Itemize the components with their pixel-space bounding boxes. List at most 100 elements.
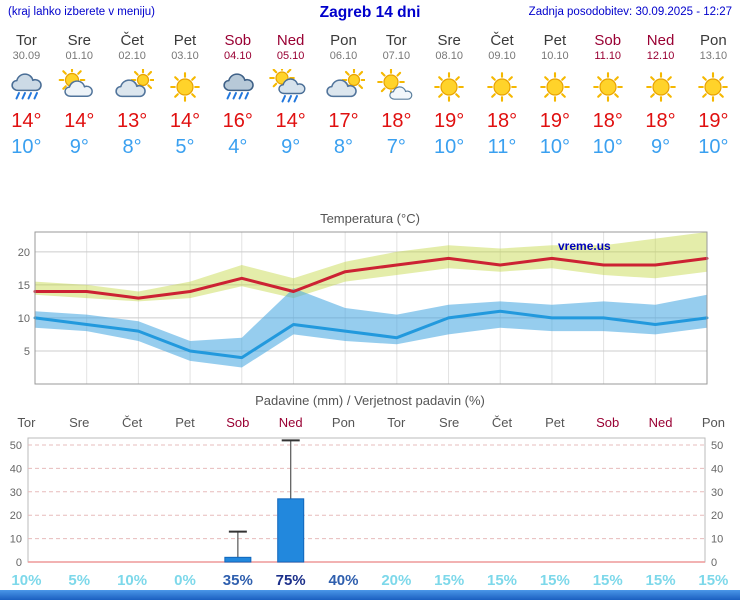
precip-probability: 15% (434, 572, 465, 589)
day-column[interactable]: Tor 07.10 18° 7° (370, 28, 423, 170)
sun-showers-icon (264, 68, 317, 106)
day-name: Čet (120, 32, 144, 49)
day-max-temp: 19° (539, 110, 570, 132)
day-min-temp: 10° (539, 136, 570, 158)
day-min-temp: 5° (175, 136, 195, 158)
day-date: 03.10 (171, 50, 199, 62)
forecast-day-row: Tor 30.09 14° 10° Sre 01.10 14° 9° Čet 02.10 13° 8°… (0, 28, 740, 170)
precipitation-chart: 0 0 10 10 20 20 30 30 40 40 50 50 (10, 437, 723, 569)
day-date: 05.10 (276, 50, 305, 62)
day-name: Pet (543, 32, 567, 49)
precip-probability: 15% (592, 572, 623, 589)
day-date: 04.10 (224, 50, 252, 62)
day-column[interactable]: Čet 09.10 18° 11° (476, 28, 529, 170)
precip-bar (277, 498, 305, 563)
day-date: 09.10 (488, 50, 516, 62)
precip-probability: 75% (275, 572, 306, 589)
precip-day-label: Pon (701, 415, 725, 430)
y-tick-label-right: 40 (711, 463, 723, 475)
day-name: Sob (224, 32, 252, 49)
max-temperature-range (35, 232, 707, 302)
day-max-temp: 18° (486, 110, 518, 132)
precip-day-label: Ned (648, 415, 673, 430)
min-temperature-line (33, 309, 709, 360)
day-min-temp: 11° (487, 136, 517, 158)
day-column[interactable]: Čet 02.10 13° 8° (106, 28, 159, 170)
precip-day-label: Sob (596, 415, 620, 430)
day-date: 30.09 (12, 50, 41, 62)
day-date: 11.10 (594, 50, 622, 62)
day-column[interactable]: Sre 01.10 14° 9° (53, 28, 106, 170)
precip-probability: 15% (645, 572, 676, 589)
footer-bar (0, 590, 740, 600)
mostly-cloudy-icon (106, 68, 159, 106)
day-max-temp: 18° (592, 110, 623, 132)
last-update: Zadnja posodobitev: 30.09.2025 - 12:27 (528, 6, 732, 18)
day-min-temp: 7° (386, 136, 406, 158)
day-column[interactable]: Ned 05.10 14° 9° (264, 28, 317, 170)
day-column[interactable]: Sob 04.10 16° 4° (211, 28, 264, 170)
day-name: Tor (385, 32, 407, 49)
day-max-temp: 17° (328, 110, 359, 132)
sun-cloud-icon (370, 68, 423, 106)
day-min-temp: 8° (333, 136, 354, 158)
day-column[interactable]: Pet 10.10 19° 10° (528, 28, 581, 170)
y-tick-label-right: 50 (711, 440, 723, 452)
menu-hint: (kraj lahko izberete v meniju) (8, 6, 156, 18)
day-date: 06.10 (329, 50, 358, 62)
day-name: Pon (330, 32, 357, 49)
precip-probability: 15% (698, 572, 729, 589)
partly-cloudy-icon (53, 68, 106, 106)
y-tick-label-right: 30 (711, 487, 723, 499)
precip-probability: 0% (174, 572, 196, 589)
day-date: 12.10 (646, 50, 675, 62)
day-min-temp: 9° (281, 136, 301, 158)
day-date: 02.10 (118, 50, 146, 62)
day-column[interactable]: Sob 11.10 18° 10° (581, 28, 634, 170)
day-max-temp: 16° (222, 110, 253, 132)
precip-probability-row: 10% 5% 10% 0% 35% 75% 40% 20% 15% 15% 15% 15% 15% 15% (0, 572, 740, 590)
y-tick-label-left: 50 (10, 440, 22, 452)
temperature-chart-title: Temperatura (°C) (320, 211, 420, 226)
precip-day-labels: Tor Sre Čet Pet Sob Ned Pon Tor Sre Čet Pet Sob Ned P… (0, 410, 740, 432)
day-column[interactable]: Pet 03.10 14° 5° (159, 28, 212, 170)
day-max-temp: 19° (698, 110, 729, 132)
day-column[interactable]: Ned 12.10 18° 9° (634, 28, 687, 170)
y-tick-label: 20 (18, 247, 30, 259)
precip-day-label: Tor (17, 415, 36, 430)
plot-area (27, 437, 706, 563)
precip-day-label: Tor (387, 415, 406, 430)
day-min-temp: 9° (650, 136, 671, 158)
y-tick-label-right: 0 (711, 557, 717, 569)
mostly-cloudy-icon (317, 68, 370, 106)
day-name: Čet (490, 32, 514, 49)
day-column[interactable]: Pon 06.10 17° 8° (317, 28, 370, 170)
y-tick-label-left: 20 (10, 510, 22, 522)
page-title: Zagreb 14 dni (319, 4, 421, 21)
temperature-chart: 5 10 15 20 vreme.us (18, 231, 709, 385)
plot-border (34, 231, 708, 385)
day-name: Pon (700, 32, 727, 49)
precip-day-label: Čet (491, 415, 513, 430)
day-max-temp: 18° (381, 110, 412, 132)
day-name: Sre (437, 32, 461, 49)
precip-day-label: Ned (278, 415, 303, 430)
precip-day-label: Pon (331, 415, 356, 430)
day-name: Pet (173, 32, 197, 49)
day-column[interactable]: Sre 08.10 19° 10° (423, 28, 476, 170)
y-tick-label-right: 10 (711, 534, 723, 546)
y-tick-label-right: 20 (711, 510, 723, 522)
y-tick-label: 10 (18, 313, 30, 325)
day-column[interactable]: Pon 13.10 19° 10° (687, 28, 740, 170)
day-name: Sre (67, 32, 91, 49)
min-temperature-range (35, 288, 707, 368)
sunny-icon (528, 68, 581, 106)
precip-day-label: Sre (439, 415, 460, 430)
day-name: Sob (594, 32, 622, 49)
sunny-icon (687, 68, 740, 106)
day-min-temp: 10° (11, 136, 42, 158)
day-max-temp: 14° (275, 110, 306, 132)
day-column[interactable]: Tor 30.09 14° 10° (0, 28, 53, 170)
day-max-temp: 19° (434, 110, 465, 132)
day-min-temp: 8° (122, 136, 142, 158)
